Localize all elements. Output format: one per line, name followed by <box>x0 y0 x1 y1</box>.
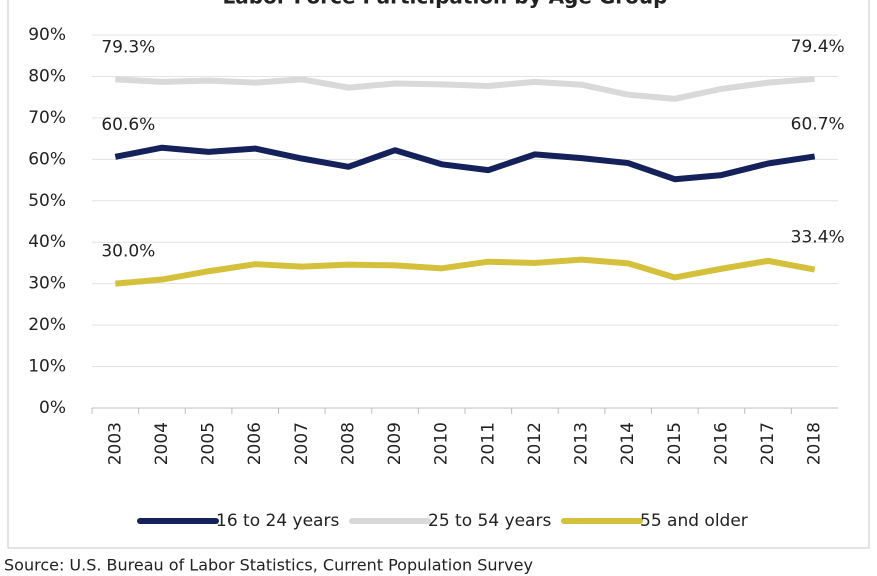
x-tick-label: 2015 <box>665 422 685 465</box>
x-tick-label: 2011 <box>478 422 498 465</box>
x-tick-label: 2018 <box>805 422 825 465</box>
y-tick-label: 70% <box>28 108 66 128</box>
x-tick-label: 2014 <box>618 422 638 465</box>
x-tick-label: 2008 <box>338 422 358 465</box>
x-tick-label: 2013 <box>572 422 592 465</box>
data-label: 79.3% <box>101 37 155 57</box>
y-tick-label: 20% <box>28 315 66 335</box>
x-tick-label: 2017 <box>758 422 778 465</box>
chart-title: Labor Force Participation by Age Group <box>223 0 668 9</box>
y-tick-label: 40% <box>28 232 66 252</box>
data-label: 30.0% <box>101 242 155 262</box>
x-tick-label: 2005 <box>199 422 219 465</box>
x-tick-label: 2003 <box>105 422 125 465</box>
y-tick-label: 80% <box>28 66 66 86</box>
x-tick-label: 2016 <box>711 422 731 465</box>
x-tick-label: 2004 <box>152 422 172 465</box>
legend-label: 16 to 24 years <box>216 511 339 531</box>
y-tick-label: 60% <box>28 149 66 169</box>
x-tick-label: 2006 <box>245 422 265 465</box>
series-line <box>115 75 815 102</box>
y-tick-label: 50% <box>28 191 66 211</box>
y-tick-label: 30% <box>28 274 66 294</box>
series-line <box>115 256 816 287</box>
x-tick-label: 2009 <box>385 422 405 465</box>
data-label: 79.4% <box>791 37 845 57</box>
data-label: 33.4% <box>791 228 845 248</box>
x-tick-label: 2012 <box>525 422 545 465</box>
series-line <box>114 144 816 183</box>
data-label: 60.6% <box>101 115 155 135</box>
data-label: 60.7% <box>791 114 845 134</box>
x-tick-label: 2007 <box>292 422 312 465</box>
y-tick-label: 90% <box>28 25 66 45</box>
legend-label: 55 and older <box>640 511 748 531</box>
y-tick-label: 0% <box>39 398 66 418</box>
legend-label: 25 to 54 years <box>428 511 551 531</box>
x-tick-label: 2010 <box>432 422 452 465</box>
y-tick-label: 10% <box>28 357 66 377</box>
source-note: Source: U.S. Bureau of Labor Statistics,… <box>4 556 533 575</box>
